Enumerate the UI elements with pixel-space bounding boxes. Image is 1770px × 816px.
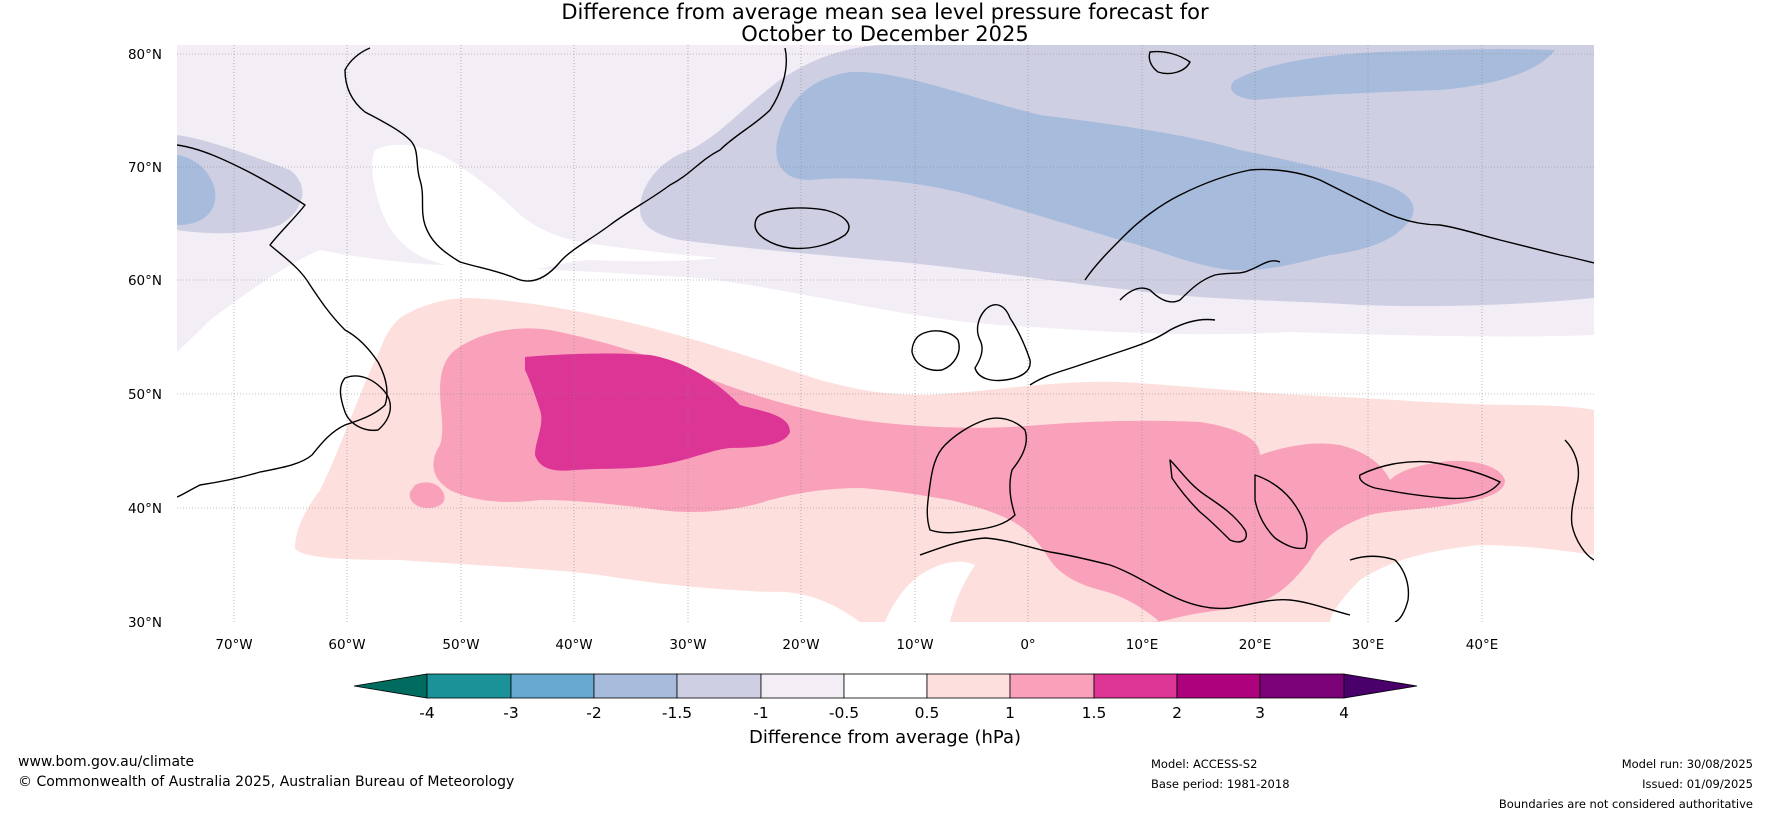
- coastline-ireland: [911, 330, 960, 372]
- colorbar-high-extend: [1343, 673, 1418, 699]
- lon-label: 10°E: [1126, 637, 1158, 653]
- colorbar-swatch: [510, 673, 595, 699]
- colorbar-tick: 1.5: [1082, 704, 1107, 722]
- coastline-baltic: [1119, 260, 1281, 303]
- colorbar-tick: -0.5: [829, 704, 859, 722]
- coastline-newfoundland: [339, 375, 392, 432]
- base-period: Base period: 1981-2018: [1151, 777, 1290, 791]
- latitude-labels: 80°N 70°N 60°N 50°N 40°N 30°N: [128, 47, 162, 631]
- coastline-canada: [177, 144, 388, 498]
- colorbar-swatch: [426, 673, 512, 699]
- lon-label: 30°W: [669, 637, 706, 653]
- colorbar-tick: -2: [586, 704, 601, 722]
- coastline-western-europe: [1029, 318, 1216, 386]
- colorbar-swatch: [1176, 673, 1261, 699]
- map-title-line2: October to December 2025: [741, 22, 1029, 46]
- lon-label: 50°W: [442, 637, 479, 653]
- colorbar-label: Difference from average (hPa): [748, 727, 1022, 748]
- colorbar-tick: 2: [1172, 704, 1182, 722]
- copyright-text: © Commonwealth of Australia 2025, Austra…: [18, 774, 515, 790]
- colorbar-swatch: [926, 673, 1011, 699]
- colorbar-tick: 4: [1339, 704, 1349, 722]
- gridlines: [177, 45, 1594, 622]
- colorbar: [353, 673, 1418, 699]
- colorbar-ticks: -4 -3 -2 -1.5 -1 -0.5 0.5 1 1.5 2 3 4: [419, 704, 1349, 722]
- coastline-caspian: [1564, 439, 1594, 561]
- lon-label: 30°E: [1352, 637, 1384, 653]
- map-title-line1: Difference from average mean sea level p…: [561, 0, 1209, 24]
- colorbar-low-extend: [353, 673, 428, 699]
- neutral-greenland: [372, 144, 720, 273]
- colorbar-tick: 1: [1005, 704, 1015, 722]
- model-run-date: Model run: 30/08/2025: [1621, 757, 1753, 771]
- boundary-disclaimer: Boundaries are not considered authoritat…: [1498, 797, 1753, 811]
- lat-label: 80°N: [128, 47, 162, 63]
- issued-date: Issued: 01/09/2025: [1642, 777, 1753, 791]
- colorbar-tick: -3: [503, 704, 518, 722]
- anomaly-neg2-to-neg15: [776, 71, 1414, 271]
- lat-label: 30°N: [128, 615, 162, 631]
- coastline-levant: [1349, 555, 1410, 622]
- colorbar-swatch: [843, 673, 928, 699]
- colorbar-swatch: [593, 673, 678, 699]
- colorbar-tick: -1: [753, 704, 768, 722]
- colorbar-swatch: [1259, 673, 1345, 699]
- lat-label: 60°N: [128, 273, 162, 289]
- website-link[interactable]: www.bom.gov.au/climate: [18, 754, 195, 770]
- longitude-labels: 70°W 60°W 50°W 40°W 30°W 20°W 10°W 0° 10…: [215, 637, 1498, 653]
- coastline-iceland: [754, 207, 850, 250]
- lon-label: 40°W: [555, 637, 592, 653]
- colorbar-swatch: [1093, 673, 1178, 699]
- coastline-balkans: [1254, 474, 1308, 550]
- coastline-greenland: [344, 47, 787, 282]
- coastlines: [177, 47, 1594, 622]
- pressure-anomaly-map: [177, 45, 1594, 622]
- lon-label: 10°W: [896, 637, 933, 653]
- lon-label: 0°: [1020, 637, 1035, 653]
- anomaly-neg2-to-neg15-west: [177, 155, 216, 225]
- lon-label: 20°W: [782, 637, 819, 653]
- lat-label: 70°N: [128, 160, 162, 176]
- colorbar-swatch: [676, 673, 762, 699]
- lon-label: 20°E: [1239, 637, 1271, 653]
- coastline-great-britain: [974, 304, 1031, 382]
- model-name: Model: ACCESS-S2: [1151, 757, 1258, 771]
- lat-label: 40°N: [128, 501, 162, 517]
- lon-label: 70°W: [215, 637, 252, 653]
- colorbar-swatch: [760, 673, 845, 699]
- anomaly-neg2-to-neg15-north: [1231, 49, 1555, 100]
- anomaly-1-to-15-spot: [409, 482, 445, 508]
- coastline-svalbard: [1148, 50, 1191, 75]
- lon-label: 60°W: [328, 637, 365, 653]
- coastline-italy: [1169, 459, 1247, 543]
- colorbar-tick: -4: [419, 704, 434, 722]
- colorbar-tick: -1.5: [662, 704, 692, 722]
- coastline-black-sea: [1358, 460, 1501, 500]
- coastline-iberia: [926, 417, 1027, 534]
- coastline-scandinavia: [1084, 168, 1594, 281]
- lon-label: 40°E: [1466, 637, 1498, 653]
- colorbar-tick: 0.5: [915, 704, 940, 722]
- anomaly-15-to-2: [525, 353, 790, 471]
- lat-label: 50°N: [128, 387, 162, 403]
- coastline-north-africa: [919, 537, 1351, 616]
- colorbar-tick: 3: [1255, 704, 1265, 722]
- colorbar-swatch: [1009, 673, 1095, 699]
